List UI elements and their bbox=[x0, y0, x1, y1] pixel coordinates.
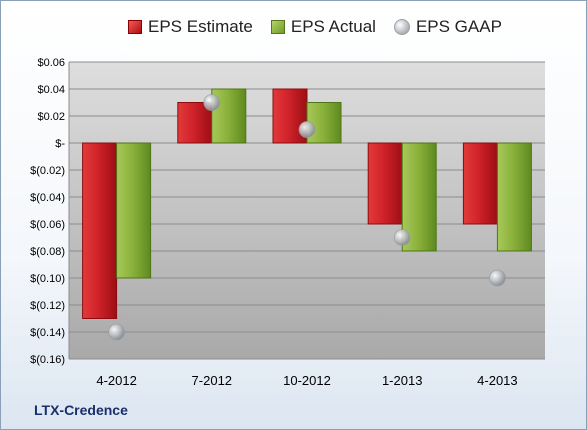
company-name: LTX-Credence bbox=[34, 402, 128, 418]
y-tick-label: $(0.16) bbox=[30, 354, 65, 366]
actual-bar bbox=[116, 142, 152, 279]
y-tick-label: $(0.14) bbox=[30, 327, 65, 339]
chart-legend: EPS Estimate EPS Actual EPS GAAP bbox=[128, 17, 502, 37]
estimate-bar bbox=[462, 142, 498, 225]
x-tick-label: 10-2012 bbox=[283, 373, 331, 388]
y-tick-label: $0.04 bbox=[37, 84, 65, 96]
y-tick-label: $(0.02) bbox=[30, 165, 65, 177]
gaap-marker bbox=[108, 323, 125, 341]
y-tick-label: $(0.12) bbox=[30, 300, 65, 312]
x-tick-label: 4-2013 bbox=[477, 373, 517, 388]
y-tick-label: $0.06 bbox=[37, 57, 65, 69]
x-tick-label: 4-2012 bbox=[96, 373, 136, 388]
x-tick-label: 7-2012 bbox=[192, 373, 232, 388]
actual-bar bbox=[306, 102, 342, 144]
y-tick-label: $(0.04) bbox=[30, 192, 65, 204]
y-tick-label: $0.02 bbox=[37, 111, 65, 123]
legend-label-estimate: EPS Estimate bbox=[148, 17, 253, 36]
legend-label-gaap: EPS GAAP bbox=[415, 17, 502, 36]
y-tick-label: $- bbox=[55, 138, 65, 150]
y-tick-label: $(0.08) bbox=[30, 246, 65, 258]
gaap-marker bbox=[298, 121, 316, 138]
estimate-swatch-icon bbox=[128, 20, 142, 34]
legend-item-actual: EPS Actual bbox=[270, 17, 376, 37]
x-tick-label: 1-2013 bbox=[382, 373, 422, 388]
y-tick-label: $(0.06) bbox=[30, 219, 65, 231]
y-tick-label: $(0.10) bbox=[30, 273, 65, 285]
estimate-bar bbox=[82, 142, 118, 319]
legend-item-estimate: EPS Estimate bbox=[128, 17, 253, 37]
actual-bar bbox=[496, 142, 532, 252]
gaap-marker bbox=[203, 94, 221, 111]
gaap-marker-icon bbox=[393, 19, 410, 35]
legend-label-actual: EPS Actual bbox=[290, 17, 376, 36]
actual-swatch-icon bbox=[270, 20, 285, 34]
gaap-marker bbox=[393, 229, 411, 246]
legend-item-gaap: EPS GAAP bbox=[393, 17, 502, 37]
gaap-marker bbox=[488, 269, 506, 287]
estimate-bar bbox=[367, 142, 403, 225]
